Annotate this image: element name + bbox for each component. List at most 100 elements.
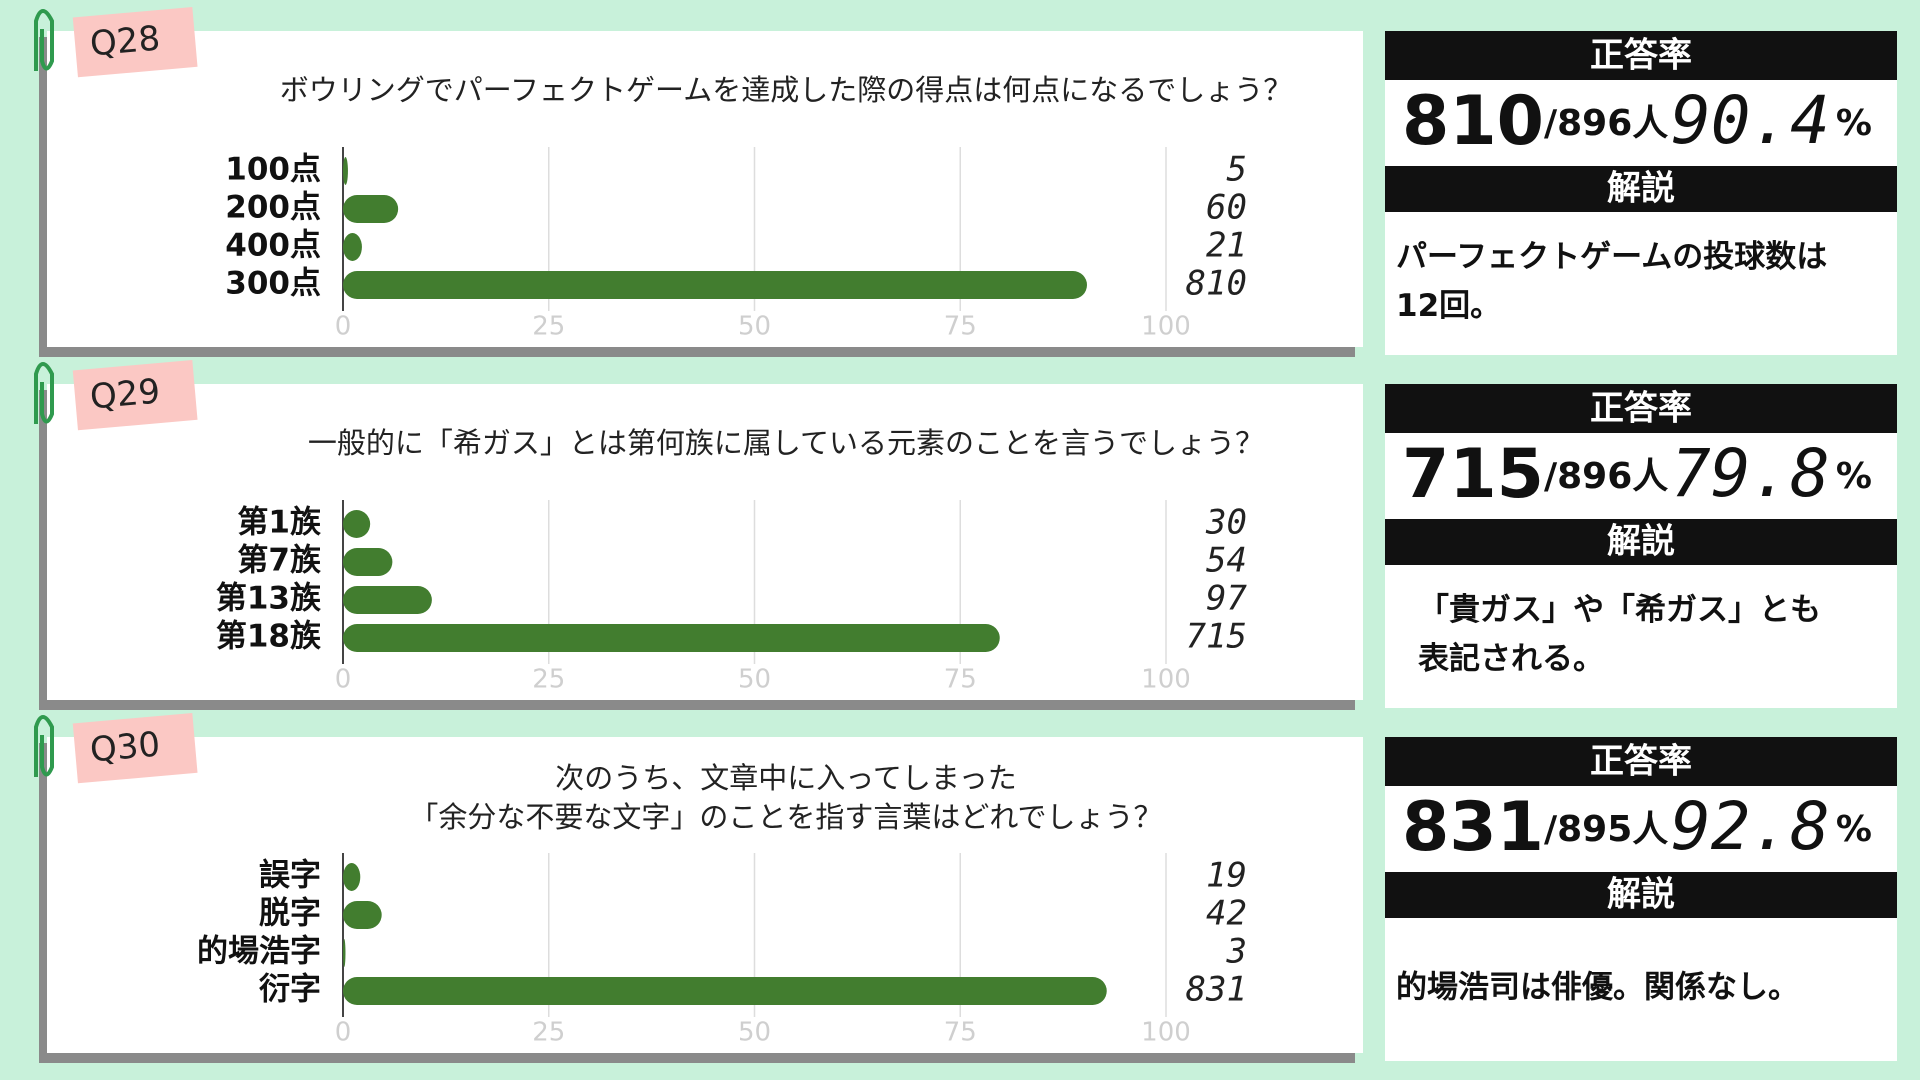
- count-label: 60: [1206, 188, 1247, 228]
- question-text: 「余分な不要な文字」のことを指す言葉はどれでしょう？: [409, 800, 1162, 834]
- paperclip: [34, 362, 54, 424]
- question-text: 一般的に「希ガス」とは第何族に属している元素のことを言うでしょう？: [308, 426, 1264, 460]
- correct-count: 831: [1402, 788, 1544, 867]
- total-count: /896人: [1544, 103, 1668, 144]
- question-tag: Q29: [72, 360, 198, 431]
- rate-value: 92.8%: [1671, 788, 1872, 865]
- question-tag: Q28: [72, 7, 198, 78]
- x-tick-label: 50: [738, 1018, 771, 1048]
- category-label: 200点: [225, 190, 321, 226]
- rate-value: 79.8%: [1671, 435, 1872, 512]
- bar: [343, 586, 432, 614]
- count-label: 831: [1186, 970, 1247, 1010]
- explanation-header: 解説: [1607, 169, 1675, 209]
- count-label: 715: [1186, 617, 1247, 657]
- bar: [343, 863, 361, 891]
- x-tick-label: 25: [532, 665, 565, 695]
- header-bar: [1385, 166, 1897, 212]
- rate-unit: %: [1836, 103, 1872, 144]
- rate-line: 831/895人: [1402, 788, 1668, 867]
- category-label: 第13族: [216, 581, 321, 617]
- count-label: 5: [1227, 150, 1247, 190]
- question-text: ボウリングでパーフェクトゲームを達成した際の得点は何点になるでしょう？: [280, 73, 1292, 107]
- x-tick-label: 75: [944, 1018, 977, 1048]
- header-bar: [1385, 737, 1897, 786]
- x-tick-label: 50: [738, 665, 771, 695]
- header-bar: [1385, 384, 1897, 433]
- bar: [343, 271, 1087, 299]
- rate-header: 正答率: [1590, 742, 1692, 782]
- question-card: Q29 一般的に「希ガス」とは第何族に属している元素のことを言うでしょう？ 0 25 5…: [34, 360, 1363, 710]
- category-label: 第1族: [237, 505, 321, 541]
- explanation-text: パーフェクトゲームの投球数は: [1396, 239, 1827, 275]
- x-tick-label: 25: [532, 1018, 565, 1048]
- count-label: 19: [1206, 856, 1247, 896]
- x-tick-label: 0: [335, 665, 352, 695]
- category-label: 的場浩字: [197, 934, 321, 970]
- question-card: Q28 ボウリングでパーフェクトゲームを達成した際の得点は何点になるでしょう？ 0 2…: [34, 7, 1363, 357]
- tag-label: Q28: [88, 19, 161, 65]
- x-tick-label: 0: [335, 1018, 352, 1048]
- bar: [343, 510, 371, 538]
- category-label: 第18族: [216, 619, 321, 655]
- rate-number: 92.8: [1671, 788, 1830, 865]
- header-bar: [1385, 519, 1897, 565]
- total-count: /895人: [1544, 809, 1668, 850]
- x-tick-label: 25: [532, 312, 565, 342]
- rate-value: 90.4%: [1671, 82, 1872, 159]
- paperclip: [34, 9, 54, 71]
- bar: [343, 624, 1000, 652]
- tag-bg: [72, 713, 198, 784]
- bar: [343, 195, 399, 223]
- x-tick-label: 75: [944, 312, 977, 342]
- category-label: 100点: [225, 152, 321, 188]
- bar: [343, 548, 393, 576]
- question-text: 次のうち、文章中に入ってしまった: [555, 761, 1016, 795]
- header-bar: [1385, 31, 1897, 80]
- explanation-text: 12回。: [1396, 288, 1501, 324]
- explanation-text: 表記される。: [1418, 641, 1604, 677]
- x-tick-label: 100: [1141, 1018, 1191, 1048]
- count-label: 810: [1186, 264, 1247, 304]
- correct-count: 810: [1402, 82, 1544, 161]
- bar: [343, 901, 382, 929]
- tag-label: Q30: [88, 725, 161, 771]
- bar: [343, 233, 362, 261]
- category-label: 衍字: [259, 972, 321, 1008]
- category-label: 第7族: [237, 543, 321, 579]
- bar: [343, 157, 348, 185]
- category-label: 400点: [225, 228, 321, 264]
- bar: [343, 939, 346, 967]
- rate-unit: %: [1836, 809, 1872, 850]
- explanation-text: 「貴ガス」や「希ガス」とも: [1418, 592, 1821, 628]
- category-label: 誤字: [259, 858, 321, 894]
- explanation-header: 解説: [1607, 522, 1675, 562]
- explanation-text: 的場浩司は俳優。関係なし。: [1396, 970, 1799, 1006]
- x-tick-label: 50: [738, 312, 771, 342]
- correct-count: 715: [1402, 435, 1544, 514]
- x-tick-label: 0: [335, 312, 352, 342]
- x-tick-label: 100: [1141, 312, 1191, 342]
- rate-header: 正答率: [1590, 389, 1692, 429]
- header-bar: [1385, 872, 1897, 918]
- total-count: /896人: [1544, 456, 1668, 497]
- explanation-header: 解説: [1607, 875, 1675, 915]
- x-tick-label: 100: [1141, 665, 1191, 695]
- rate-line: 715/896人: [1402, 435, 1668, 514]
- x-tick-label: 75: [944, 665, 977, 695]
- category-label: 300点: [225, 266, 321, 302]
- question-tag: Q30: [72, 713, 198, 784]
- count-label: 97: [1206, 579, 1247, 619]
- rate-line: 810/896人: [1402, 82, 1668, 161]
- tag-bg: [72, 360, 198, 431]
- rate-unit: %: [1836, 456, 1872, 497]
- question-card: Q30 次のうち、文章中に入ってしまった「余分な不要な文字」のことを指す言葉はどれ…: [34, 713, 1363, 1063]
- rate-header: 正答率: [1590, 36, 1692, 76]
- rate-number: 90.4: [1671, 82, 1830, 159]
- category-label: 脱字: [259, 896, 321, 932]
- count-label: 42: [1206, 894, 1247, 934]
- rate-number: 79.8: [1671, 435, 1830, 512]
